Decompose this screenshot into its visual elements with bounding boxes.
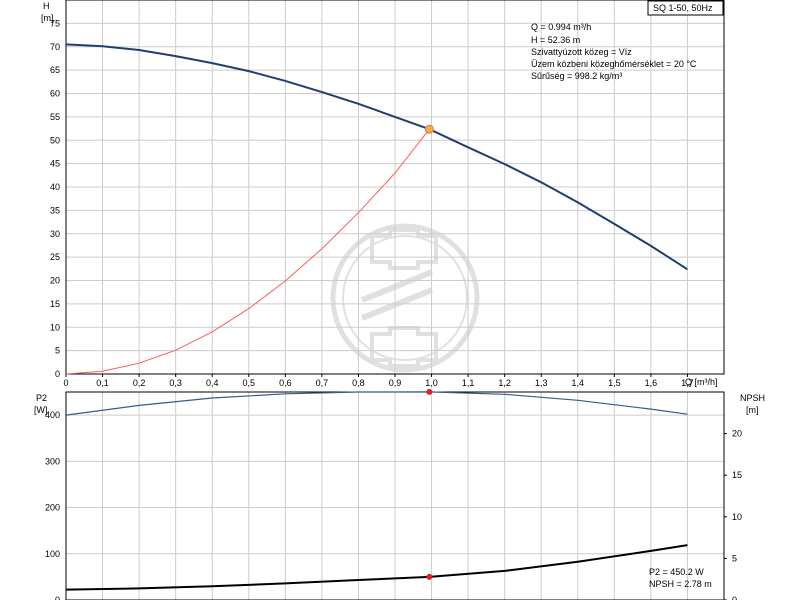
model-label: SQ 1-50, 50Hz: [653, 3, 713, 13]
flow-x-tick-label: 1,1: [462, 378, 475, 388]
power-chart-grid: [65, 392, 724, 601]
power-axis-unit: [W]: [34, 405, 48, 415]
flow-x-tick-label: 1,7: [681, 378, 694, 388]
power-y-tick-label: 400: [45, 410, 60, 420]
info-head: H = 52.36 m: [531, 35, 580, 45]
flow-x-tick-label: 0,2: [133, 378, 146, 388]
head-axis-label: H: [43, 1, 50, 11]
head-y-tick-label: 5: [55, 346, 60, 356]
power-chart-series: [65, 388, 688, 591]
power-chart-left-ticks: 0 100 200 300 400: [45, 410, 60, 605]
head-curve-line: [65, 43, 688, 271]
npsh-y-tick-label: 5: [732, 553, 737, 563]
power-curve-line: [65, 391, 688, 416]
flow-axis-label: Q [m³/h]: [685, 377, 718, 387]
watermark-logo-icon: [330, 223, 480, 373]
npsh-y-tick-label: 20: [732, 429, 742, 439]
head-y-tick-label: 0: [55, 369, 60, 379]
npsh-axis-unit: [m]: [746, 405, 759, 415]
npsh-y-tick-label: 0: [732, 595, 737, 600]
operating-point-marker: [424, 124, 434, 134]
model-label-box: [647, 0, 724, 16]
npsh-y-tick-label: 15: [732, 470, 742, 480]
head-axis-unit: [m]: [41, 13, 54, 23]
system-curve-line: [65, 128, 430, 375]
flow-x-tick-label: 0,8: [352, 378, 365, 388]
info-medium: Szivattyúzott közeg = Víz: [531, 47, 632, 57]
head-y-tick-label: 50: [50, 135, 60, 145]
flow-x-tick-label: 0,9: [389, 378, 402, 388]
flow-x-tick-label: 1,2: [498, 378, 511, 388]
flow-x-tick-label: 0,1: [96, 378, 109, 388]
head-chart-y-ticks: 0 5 10 15 20 25 30 35 40 45 50 55 60 65 70 75: [50, 18, 60, 379]
head-y-tick-label: 55: [50, 112, 60, 122]
head-y-tick-label: 70: [50, 42, 60, 52]
power-info: P2 = 450.2 W NPSH = 2.78 m: [649, 567, 712, 589]
head-y-tick-label: 25: [50, 252, 60, 262]
flow-x-tick-label: 0,7: [316, 378, 329, 388]
info-npsh: NPSH = 2.78 m: [649, 579, 712, 589]
head-y-tick-label: 60: [50, 89, 60, 99]
flow-x-tick-label: 0: [63, 378, 68, 388]
power-axis-label: P2: [36, 393, 47, 403]
info-flow: Q = 0.994 m³/h: [531, 22, 591, 32]
power-chart-right-ticks: 0 5 10 15 20: [724, 429, 742, 605]
flow-x-tick-label: 1,0: [425, 378, 438, 388]
npsh-curve-line: [65, 544, 688, 591]
flow-x-tick-label: 0,6: [279, 378, 292, 388]
flow-x-tick-label: 1,6: [645, 378, 658, 388]
power-y-tick-label: 300: [45, 456, 60, 466]
flow-x-tick-label: 0,5: [243, 378, 256, 388]
head-y-tick-label: 40: [50, 182, 60, 192]
head-y-tick-label: 30: [50, 229, 60, 239]
info-power: P2 = 450.2 W: [649, 567, 704, 577]
head-chart-x-ticks: 0 0,1 0,2 0,3 0,4 0,5 0,6 0,7 0,8 0,9 1,0 1,1 1,2 1,3…: [63, 374, 694, 388]
power-operating-marker: [426, 388, 433, 395]
head-y-tick-label: 20: [50, 276, 60, 286]
head-y-tick-label: 15: [50, 299, 60, 309]
npsh-y-tick-label: 10: [732, 512, 742, 522]
flow-x-tick-label: 0,3: [169, 378, 182, 388]
npsh-operating-marker: [426, 573, 433, 580]
info-temperature: Üzem közbeni közeghőmérséklet = 20 °C: [531, 59, 697, 69]
operating-info: Q = 0.994 m³/h H = 52.36 m Szivattyúzott…: [531, 22, 697, 81]
head-chart-series: [65, 43, 688, 375]
power-y-tick-label: 0: [55, 595, 60, 600]
power-y-tick-label: 100: [45, 549, 60, 559]
head-y-tick-label: 10: [50, 322, 60, 332]
head-y-tick-label: 45: [50, 159, 60, 169]
head-y-tick-label: 35: [50, 205, 60, 215]
info-density: Sűrűség = 998.2 kg/m³: [531, 71, 622, 81]
flow-x-tick-label: 1,4: [572, 378, 585, 388]
head-y-tick-label: 65: [50, 65, 60, 75]
head-y-tick-label: 75: [50, 18, 60, 28]
flow-x-tick-label: 1,5: [608, 378, 621, 388]
flow-x-tick-label: 1,3: [535, 378, 548, 388]
flow-x-tick-label: 0,4: [206, 378, 219, 388]
power-y-tick-label: 200: [45, 503, 60, 513]
npsh-axis-label: NPSH: [740, 393, 765, 403]
